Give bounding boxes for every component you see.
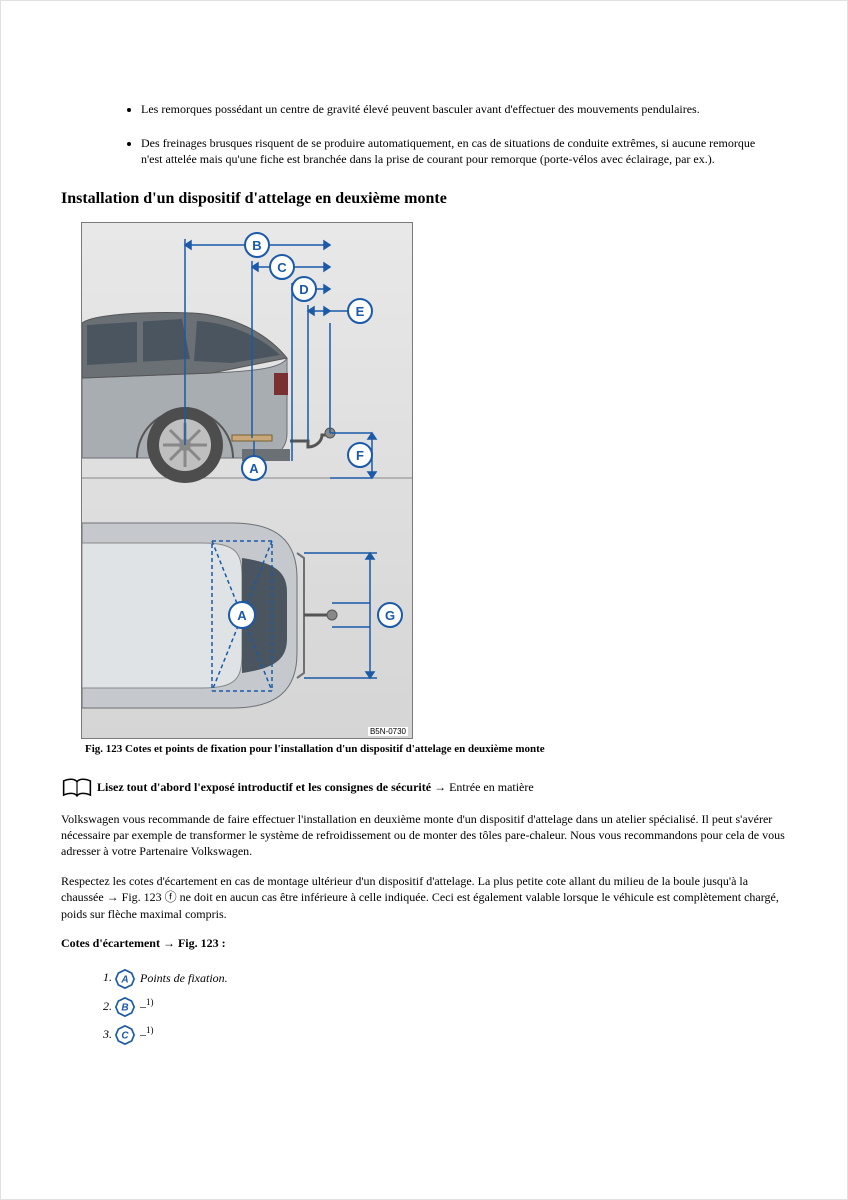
dimensions-list-title: Cotes d'écartement → Fig. 123 :	[61, 936, 787, 951]
svg-text:C: C	[277, 260, 287, 275]
dim-label-d: D	[292, 277, 316, 301]
svg-text:F: F	[356, 448, 364, 463]
list-item: A Points de fixation.	[115, 969, 787, 989]
dim-label-b: B	[245, 233, 269, 257]
list-item-superscript: 1)	[146, 1025, 154, 1035]
svg-text:C: C	[121, 1031, 129, 1042]
section-heading: Installation d'un dispositif d'attelage …	[61, 190, 787, 208]
figure-reference-code: B5N-0730	[368, 727, 408, 736]
note-arrow: →	[434, 780, 446, 794]
diagram-svg: A B C D	[82, 223, 412, 738]
paragraph: Respectez les cotes d'écartement en cas …	[61, 873, 787, 922]
dim-label-g: G	[378, 603, 402, 627]
document-page: Les remorques possédant un centre de gra…	[0, 0, 848, 1200]
safety-note: Lisez tout d'abord l'exposé introductif …	[61, 777, 787, 799]
list-item-text: Points de fixation.	[140, 970, 228, 984]
marker-badge-b-icon: B	[115, 997, 135, 1017]
figure-caption: Fig. 123 Cotes et points de fixation pou…	[85, 743, 787, 755]
marker-badge-c-icon: C	[115, 1025, 135, 1045]
note-bold-text: Lisez tout d'abord l'exposé introductif …	[97, 780, 431, 794]
dim-label-a-top: A	[229, 602, 255, 628]
dim-label-f: F	[348, 443, 372, 467]
note-link-text[interactable]: Entrée en matière	[449, 780, 534, 794]
marker-badge-a-icon: A	[115, 969, 135, 989]
warning-bullet-list: Les remorques possédant un centre de gra…	[61, 101, 787, 168]
bullet-item: Des freinages brusques risquent de se pr…	[141, 135, 787, 167]
svg-text:G: G	[385, 608, 395, 623]
paragraph: Volkswagen vous recommande de faire effe…	[61, 811, 787, 860]
svg-text:E: E	[356, 304, 365, 319]
dim-label-c: C	[270, 255, 294, 279]
dim-label-e: E	[348, 299, 372, 323]
bullet-item: Les remorques possédant un centre de gra…	[141, 101, 787, 117]
towing-dimensions-diagram: A B C D	[81, 222, 413, 739]
list-item: C –1)	[115, 1025, 787, 1045]
car-top-view	[82, 523, 337, 708]
svg-text:D: D	[299, 282, 308, 297]
car-side-view	[82, 312, 335, 483]
list-item: B –1)	[115, 997, 787, 1017]
figure-container: A B C D	[81, 222, 787, 755]
dimensions-list: A Points de fixation. B –1) C –1)	[61, 969, 787, 1046]
list-item-superscript: 1)	[146, 997, 154, 1007]
svg-text:A: A	[120, 974, 128, 985]
svg-text:B: B	[252, 238, 261, 253]
svg-text:B: B	[121, 1002, 128, 1013]
svg-text:A: A	[249, 461, 259, 476]
book-icon	[61, 777, 93, 799]
svg-text:A: A	[237, 608, 247, 623]
